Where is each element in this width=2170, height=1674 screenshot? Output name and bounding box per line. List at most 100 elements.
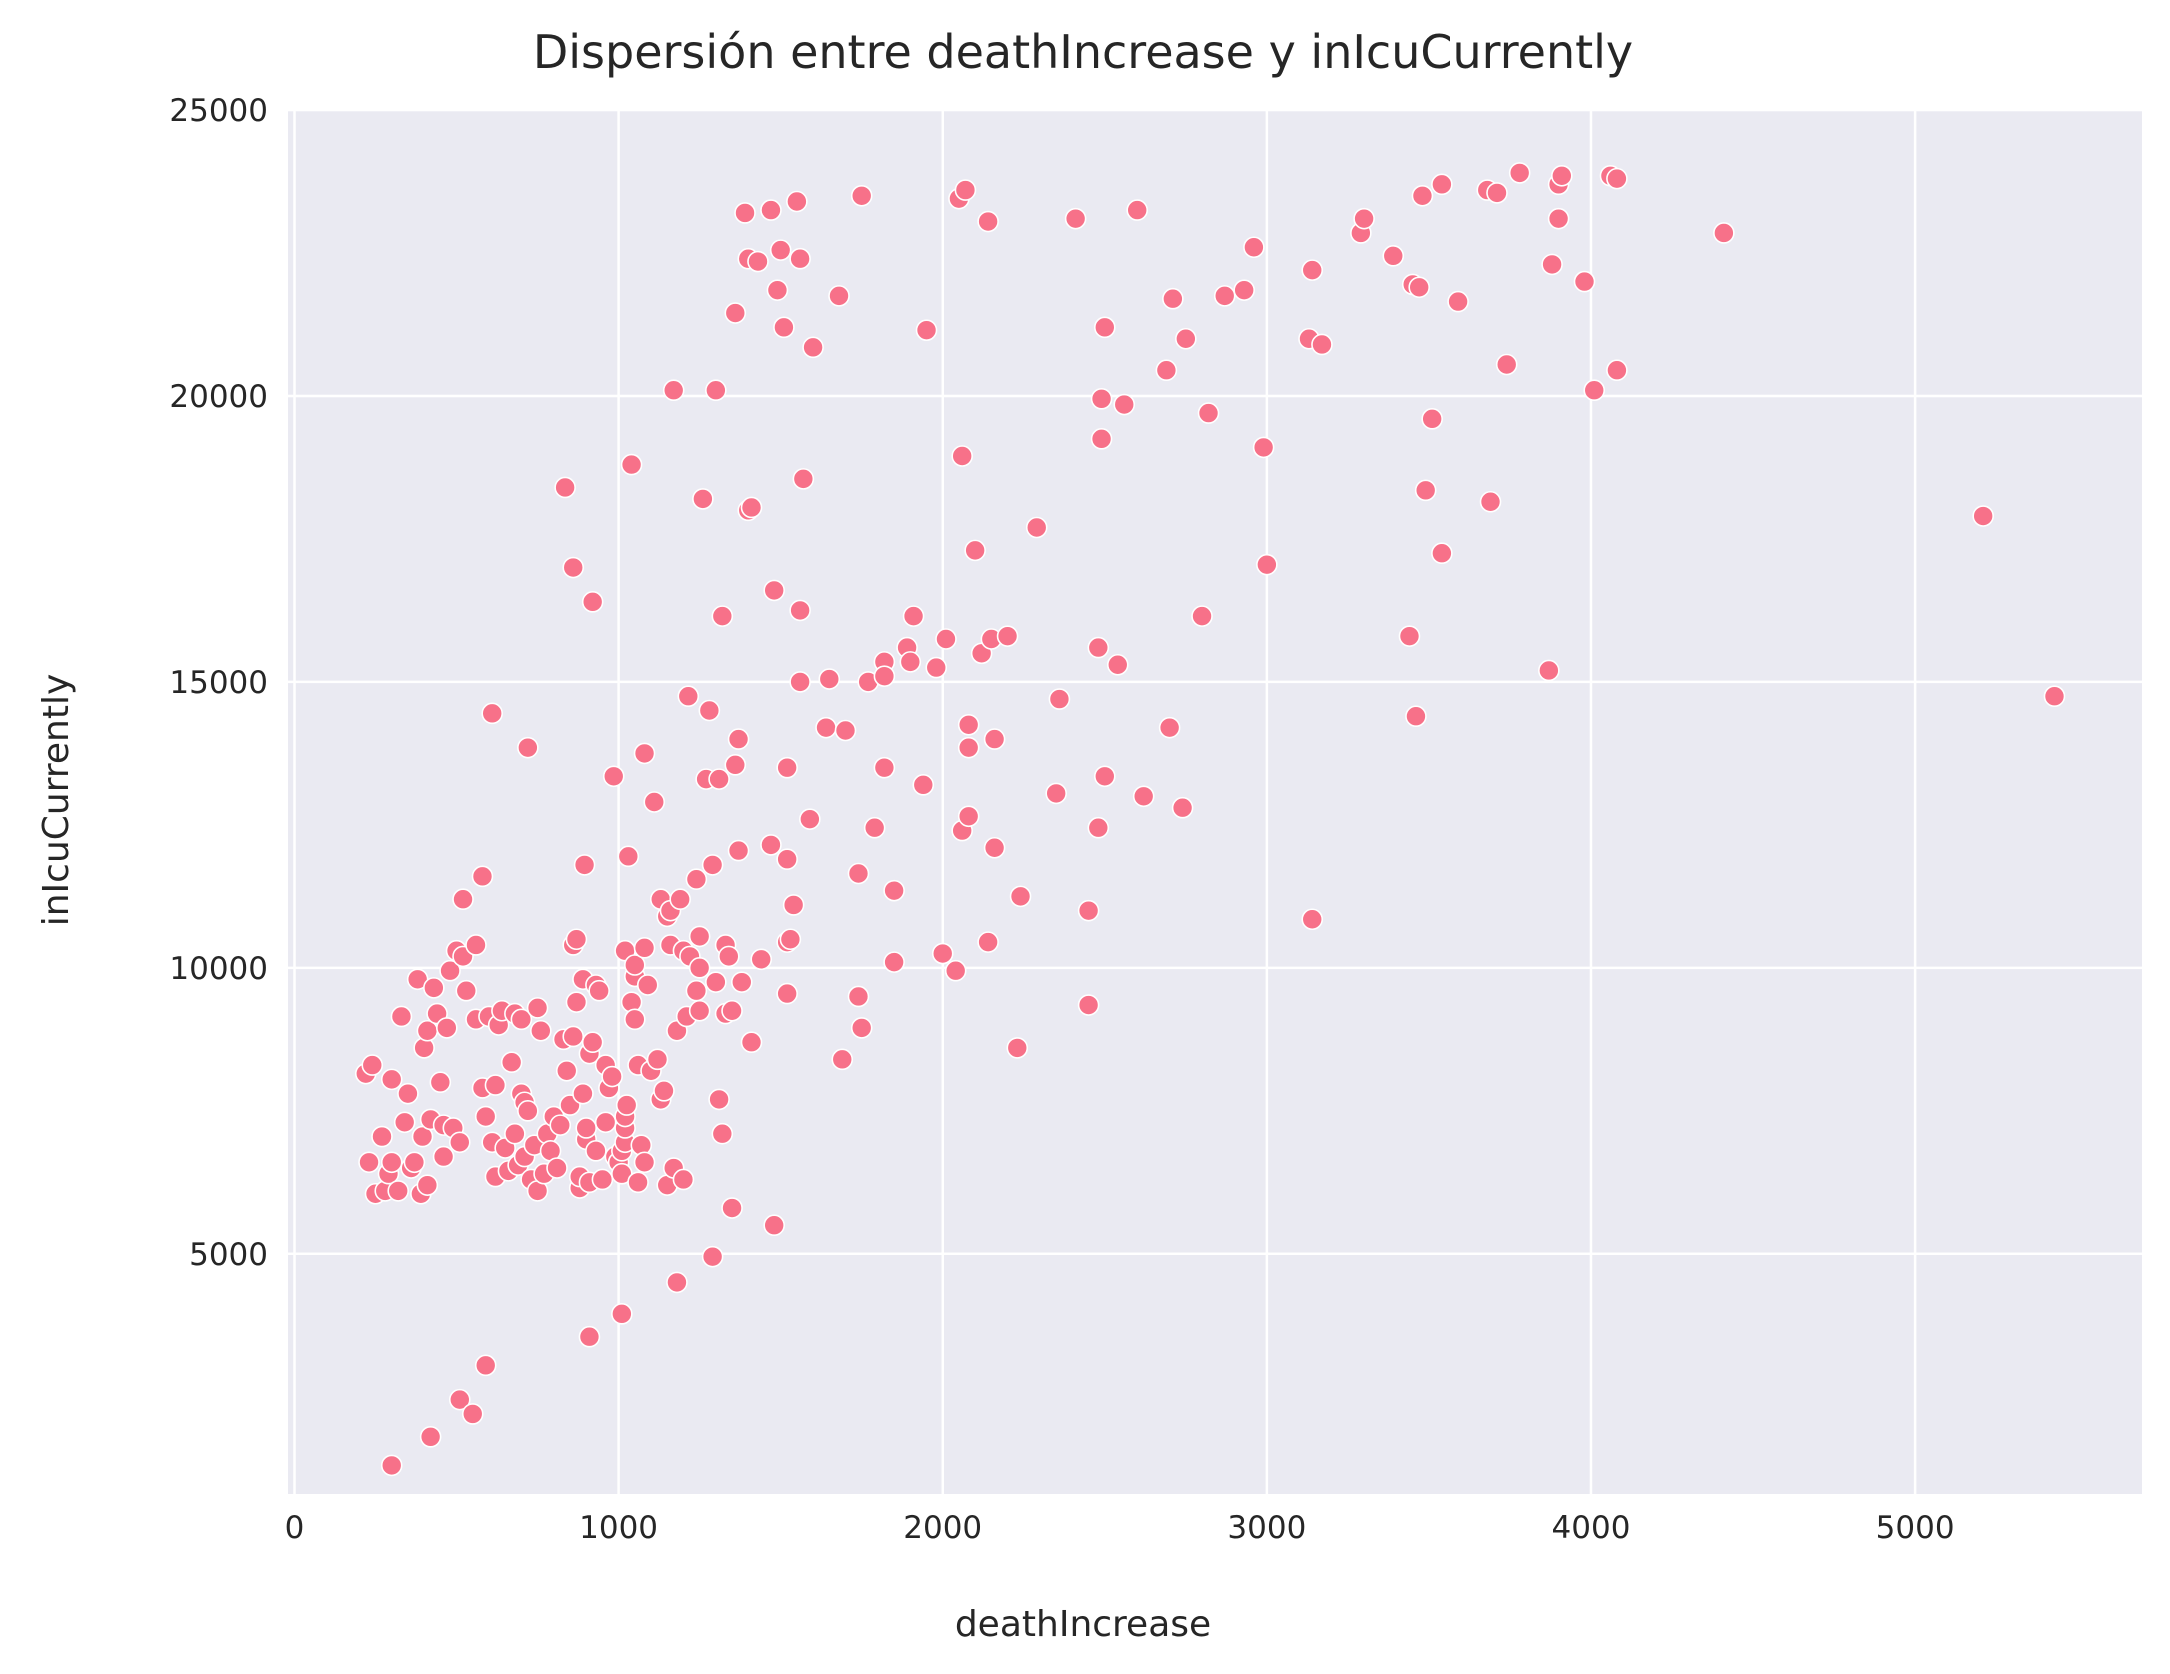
data-point bbox=[1713, 222, 1735, 244]
data-point bbox=[912, 774, 935, 796]
data-point bbox=[636, 974, 659, 996]
data-point bbox=[847, 862, 870, 885]
data-point bbox=[416, 1174, 439, 1196]
data-point bbox=[789, 671, 811, 693]
data-point bbox=[411, 1125, 434, 1148]
data-point bbox=[624, 954, 646, 976]
x-tick-label: 3000 bbox=[1227, 1510, 1306, 1546]
data-point bbox=[1606, 359, 1628, 382]
data-point bbox=[724, 754, 747, 776]
data-point bbox=[776, 756, 798, 779]
data-point bbox=[925, 656, 948, 679]
data-point bbox=[977, 210, 999, 233]
data-point bbox=[834, 719, 857, 742]
data-point bbox=[669, 888, 691, 911]
data-point bbox=[1064, 207, 1087, 230]
data-point bbox=[572, 1082, 594, 1105]
data-point bbox=[789, 247, 811, 270]
data-point bbox=[380, 1068, 403, 1091]
data-point bbox=[358, 1151, 380, 1174]
data-point bbox=[931, 942, 954, 965]
data-point bbox=[789, 599, 811, 622]
data-point bbox=[1087, 816, 1110, 839]
data-point bbox=[585, 1140, 607, 1162]
data-point bbox=[1162, 287, 1184, 310]
data-point bbox=[1155, 359, 1178, 382]
data-point bbox=[760, 199, 782, 221]
data-point bbox=[883, 951, 905, 973]
data-point bbox=[1171, 796, 1194, 819]
data-point bbox=[1311, 333, 1333, 356]
data-point bbox=[883, 879, 905, 902]
data-point bbox=[461, 1403, 484, 1425]
data-point bbox=[711, 1122, 734, 1145]
data-point bbox=[1252, 436, 1275, 459]
data-point bbox=[957, 713, 980, 736]
data-point bbox=[380, 1151, 403, 1174]
data-point bbox=[1048, 688, 1071, 710]
data-point bbox=[1547, 207, 1570, 230]
data-point bbox=[760, 834, 782, 856]
data-point bbox=[1175, 327, 1197, 350]
data-point bbox=[555, 1059, 578, 1082]
x-gridlines bbox=[293, 110, 1917, 1494]
data-point bbox=[688, 999, 711, 1022]
data-point bbox=[465, 934, 487, 956]
data-point bbox=[705, 379, 727, 402]
data-point bbox=[1093, 765, 1116, 788]
data-point bbox=[740, 496, 763, 519]
data-point bbox=[1025, 516, 1048, 539]
data-point bbox=[850, 1017, 873, 1039]
data-point bbox=[1090, 388, 1113, 410]
data-point bbox=[578, 1325, 601, 1348]
data-point bbox=[452, 888, 474, 911]
data-point bbox=[471, 865, 494, 888]
data-point bbox=[750, 948, 773, 971]
data-point bbox=[1421, 408, 1443, 430]
data-point bbox=[397, 1082, 419, 1105]
data-point bbox=[448, 1388, 471, 1411]
data-point bbox=[954, 179, 977, 201]
data-point bbox=[1090, 428, 1113, 450]
data-point bbox=[474, 1354, 497, 1377]
data-point bbox=[627, 1171, 649, 1194]
data-point bbox=[1353, 207, 1375, 230]
data-point bbox=[633, 1151, 656, 1174]
data-point bbox=[698, 699, 721, 722]
data-point bbox=[688, 957, 711, 979]
y-tick-label: 10000 bbox=[169, 951, 268, 987]
data-point bbox=[1093, 316, 1116, 339]
data-point bbox=[983, 836, 1006, 859]
data-point bbox=[983, 728, 1006, 750]
x-tick-label: 4000 bbox=[1552, 1510, 1631, 1546]
data-point bbox=[393, 1111, 416, 1134]
data-point bbox=[1158, 716, 1181, 739]
data-point bbox=[1045, 782, 1067, 805]
data-point bbox=[782, 894, 805, 916]
data-point bbox=[727, 839, 750, 862]
data-point bbox=[685, 979, 708, 1002]
data-point bbox=[1301, 259, 1324, 281]
data-point bbox=[573, 854, 596, 876]
data-point bbox=[624, 1008, 646, 1031]
data-point bbox=[1243, 236, 1265, 259]
data-point bbox=[766, 279, 789, 301]
data-point bbox=[1213, 285, 1236, 307]
chart-title: Dispersión entre deathIncrease y inIcuCu… bbox=[533, 25, 1633, 79]
data-point bbox=[1382, 245, 1405, 267]
data-point bbox=[763, 1214, 785, 1237]
data-point bbox=[432, 1145, 455, 1168]
y-tick-label: 5000 bbox=[189, 1237, 268, 1273]
data-point bbox=[776, 982, 798, 1005]
data-point bbox=[711, 605, 734, 627]
data-point bbox=[575, 1117, 597, 1139]
data-point bbox=[380, 1454, 403, 1477]
data-point bbox=[510, 1008, 533, 1031]
data-point bbox=[688, 925, 711, 948]
data-point bbox=[2043, 685, 2066, 707]
data-point bbox=[1486, 182, 1508, 204]
data-point bbox=[1495, 353, 1518, 376]
data-point bbox=[1233, 279, 1255, 301]
data-point bbox=[601, 1065, 623, 1088]
